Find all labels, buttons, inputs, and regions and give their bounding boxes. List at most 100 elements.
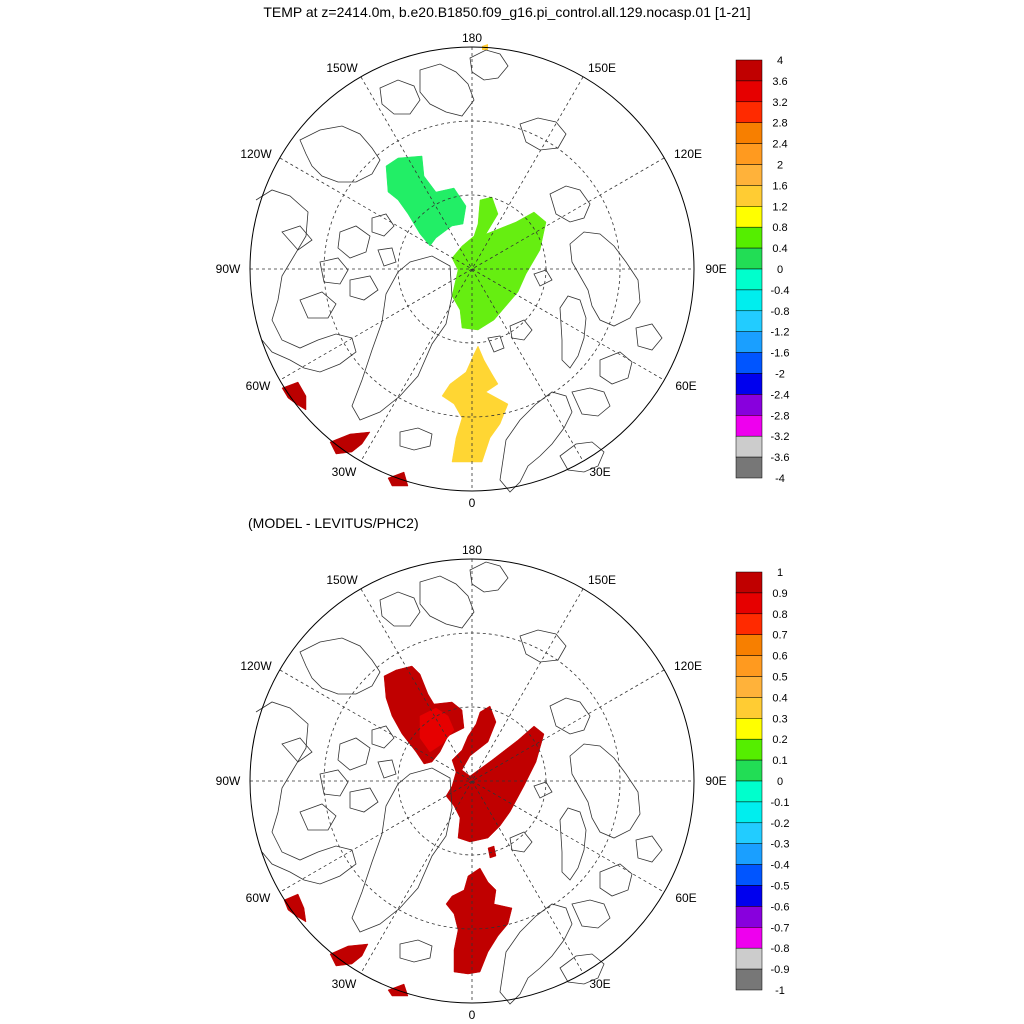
bottom-colorbar-tick-label: -0.5 — [771, 881, 790, 893]
top-colorbar-tick-label: -3.6 — [771, 452, 790, 464]
bottom-field-eurasian-basin — [445, 705, 545, 843]
top-colorbar-swatch — [735, 185, 763, 207]
top-colorbar-tick-label: -2.8 — [771, 410, 790, 422]
top-longitude-labels: 180 150W 150E 120W 120E 90W 90E 60W 60E … — [216, 31, 727, 510]
top-colorbar-tick-label: 0 — [777, 264, 783, 276]
bottom-lon-label-30e: 30E — [589, 977, 610, 991]
top-colorbar-tick-label: 2 — [777, 160, 783, 172]
top-colorbar-tick-label: 0.8 — [772, 222, 787, 234]
bottom-colorbar-tick-label: 0.4 — [772, 692, 787, 704]
top-colorbar-tick-label: 2.4 — [772, 139, 787, 151]
top-polar-map: 180 150W 150E 120W 120E 90W 90E 60W 60E … — [216, 31, 727, 510]
top-lon-label-30e: 30E — [589, 465, 610, 479]
bottom-colorbar-tick-label: -0.1 — [771, 797, 790, 809]
top-graticule — [250, 47, 694, 491]
bottom-colorbar-tick-label: -0.7 — [771, 922, 790, 934]
bottom-field-svalbard-patch — [487, 845, 497, 859]
bottom-colorbar-tick-label: 0 — [777, 776, 783, 788]
figure-subtitle: (MODEL - LEVITUS/PHC2) — [248, 515, 419, 531]
top-colorbar-tick-label: 2.8 — [772, 118, 787, 130]
top-colorbar-swatch — [735, 226, 763, 249]
bottom-polar-map: 180 150W 150E 120W 120E 90W 90E 60W 60E … — [216, 543, 727, 1022]
top-lon-label-60e: 60E — [675, 379, 696, 393]
bottom-colorbar-tick-label: 0.5 — [772, 672, 787, 684]
bottom-lon-label-60w: 60W — [246, 891, 271, 905]
bottom-colorbar-tick-label: -0.2 — [771, 818, 790, 830]
top-lon-label-150e: 150E — [588, 61, 616, 75]
top-colorbar-swatch — [735, 289, 763, 312]
top-colorbar-swatch — [735, 122, 763, 144]
bottom-colorbar-swatch — [735, 968, 763, 991]
bottom-colorbar-tick-label: 0.2 — [772, 734, 787, 746]
bottom-graticule — [250, 559, 694, 1003]
top-lon-label-0: 0 — [469, 496, 476, 510]
top-lon-label-180: 180 — [462, 31, 482, 45]
bottom-coastlines — [255, 561, 663, 1005]
bottom-field-labrador-sea — [283, 893, 307, 923]
top-field-canada-basin — [385, 155, 467, 247]
bottom-colorbar-tick-label: -0.6 — [771, 901, 790, 913]
bottom-colorbar-tick-label: 1 — [777, 567, 783, 579]
top-temperature-field — [281, 44, 547, 487]
top-colorbar-swatch — [735, 435, 763, 458]
bottom-colorbar-tick-label: -1 — [775, 985, 785, 997]
bottom-colorbar-tick-label: -0.9 — [771, 964, 790, 976]
top-colorbar-tick-label: -4 — [775, 473, 785, 485]
bottom-lon-label-30w: 30W — [332, 977, 357, 991]
top-colorbar-tick-label: -3.2 — [771, 431, 790, 443]
bottom-longitude-labels: 180 150W 150E 120W 120E 90W 90E 60W 60E … — [216, 543, 727, 1022]
bottom-field-irminger-sea — [329, 943, 369, 967]
bottom-colorbar-swatch — [735, 697, 763, 719]
bottom-colorbar-tick-label: 0.1 — [772, 755, 787, 767]
top-colorbar-tick-label: 1.6 — [772, 180, 787, 192]
top-colorbar-swatch — [735, 268, 763, 291]
bottom-lon-label-60e: 60E — [675, 891, 696, 905]
top-colorbar-swatch — [735, 80, 763, 103]
top-colorbar-tick-label: -0.4 — [771, 285, 790, 297]
top-lon-label-120e: 120E — [674, 147, 702, 161]
top-colorbar-swatch — [735, 164, 763, 186]
top-field-nordic-seas — [441, 345, 509, 463]
top-map-boundary — [249, 46, 695, 492]
bottom-colorbar-swatch — [735, 718, 763, 740]
bottom-colorbar-swatch — [735, 864, 763, 886]
top-field-labrador-sea — [281, 381, 307, 411]
bottom-colorbar-tick-label: 0.9 — [772, 588, 787, 600]
top-colorbar-swatch — [735, 206, 763, 228]
bottom-lon-label-120e: 120E — [674, 659, 702, 673]
bottom-lon-label-150w: 150W — [326, 573, 358, 587]
top-field-eurasian-basin — [451, 196, 547, 331]
top-colorbar-swatch — [735, 456, 763, 479]
top-colorbar-swatch — [735, 59, 763, 82]
bottom-lon-label-120w: 120W — [240, 659, 272, 673]
bottom-colorbar-swatch — [735, 571, 763, 594]
bottom-field-canada-inner — [419, 707, 455, 753]
top-field-irminger-sea — [329, 431, 371, 455]
bottom-colorbar-tick-label: 0.6 — [772, 651, 787, 663]
top-colorbar-swatch — [735, 143, 763, 165]
bottom-map-boundary — [249, 558, 695, 1004]
top-colorbar-swatch — [735, 352, 763, 374]
bottom-colorbar-swatch — [735, 885, 763, 907]
bottom-colorbar-tick-label: 0.3 — [772, 713, 787, 725]
top-colorbar: 4 3.6 3.2 2.8 2.4 2 1.6 1.2 0.8 0.4 0 -0.4 -0.8 -1.2 -… — [735, 55, 790, 485]
bottom-lon-label-150e: 150E — [588, 573, 616, 587]
bottom-field-nordic-seas — [445, 867, 513, 975]
top-lon-label-60w: 60W — [246, 379, 271, 393]
bottom-colorbar-swatch — [735, 655, 763, 677]
top-field-north-atlantic — [387, 471, 409, 487]
bottom-lon-label-0: 0 — [469, 1008, 476, 1022]
top-colorbar-tick-label: -2 — [775, 369, 785, 381]
figure-title: TEMP at z=2414.0m, b.e20.B1850.f09_g16.p… — [263, 4, 750, 20]
top-colorbar-swatch — [735, 373, 763, 395]
bottom-difference-field — [283, 665, 545, 997]
bottom-colorbar-tick-label: 0.8 — [772, 609, 787, 621]
top-colorbar-tick-label: -1.2 — [771, 327, 790, 339]
top-colorbar-tick-label: 4 — [777, 55, 783, 67]
top-coastlines — [255, 49, 663, 493]
bottom-colorbar-tick-label: -0.8 — [771, 943, 790, 955]
top-colorbar-swatch — [735, 101, 763, 123]
bottom-colorbar-swatch — [735, 676, 763, 698]
bottom-colorbar-swatch — [735, 759, 763, 782]
bottom-colorbar: 1 0.9 0.8 0.7 0.6 0.5 0.4 0.3 0.2 0.1 0 -0.1 -0.2 -0.… — [735, 567, 790, 997]
